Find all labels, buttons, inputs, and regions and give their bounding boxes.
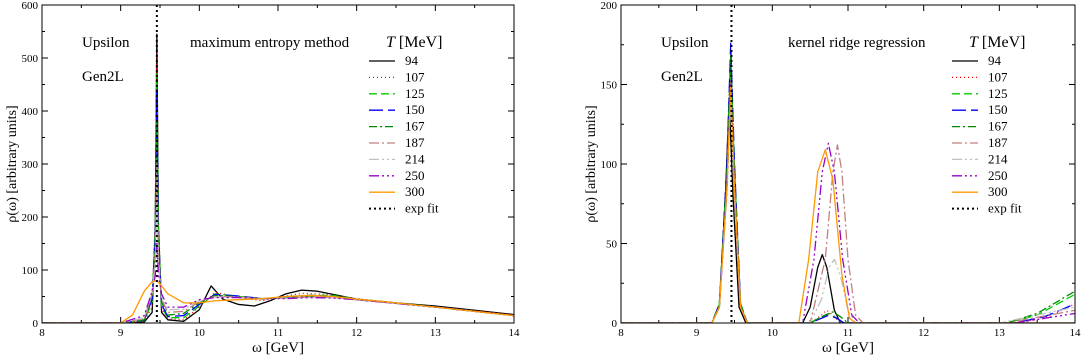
legend-label: exp fit <box>405 201 439 216</box>
y-tick-label: 600 <box>22 0 39 12</box>
series-line-T214 <box>42 205 514 323</box>
legend-label: 107 <box>988 69 1008 84</box>
legend-title-T: T <box>386 34 396 51</box>
legend-label: 94 <box>988 53 1002 68</box>
plot-frame <box>41 4 515 324</box>
y-tick-label: 300 <box>22 159 39 171</box>
legend-label: 250 <box>988 168 1008 183</box>
y-tick-label: 400 <box>22 106 39 118</box>
legend-title-unit: [MeV] <box>982 34 1026 51</box>
chart-panel-2: 8 9 10 11 12 13 14 0 50 100 150 200 ω [GeV] ρ(ω) [arb… <box>584 0 1081 356</box>
method-label: kernel ridge regression <box>788 35 926 51</box>
chart-panel-1: 8 9 10 11 12 13 14 0 100 200 300 400 500 600 ω [GeV] ρ(… <box>5 0 520 356</box>
series-line-T250 <box>621 83 1075 323</box>
x-axis-label: ω [GeV] <box>252 340 304 356</box>
x-tick-label: 12 <box>918 327 929 339</box>
y-tick-label: 500 <box>22 53 39 65</box>
legend-label: 125 <box>988 86 1008 101</box>
legend-title-T: T <box>969 34 979 51</box>
x-tick-label: 10 <box>767 327 779 339</box>
series-group <box>42 5 514 323</box>
series-line-T300 <box>42 279 514 323</box>
x-tick-label: 10 <box>194 327 206 339</box>
y-tick-label: 100 <box>22 265 39 277</box>
legend-label: 300 <box>988 184 1008 199</box>
x-tick-label: 9 <box>694 327 700 339</box>
annotation-upsilon: Upsilon <box>661 35 709 51</box>
legend-label: 150 <box>988 102 1008 117</box>
legend-label: 125 <box>405 86 425 101</box>
y-tick-label: 100 <box>601 159 618 171</box>
x-tick-label: 11 <box>273 327 284 339</box>
legend-label: exp fit <box>988 201 1022 216</box>
legend-label: 167 <box>988 119 1008 134</box>
x-tick-label: 12 <box>351 327 362 339</box>
x-tick-label: 13 <box>994 327 1006 339</box>
legend-label: 214 <box>988 151 1008 166</box>
legend-label: 214 <box>405 151 425 166</box>
x-tick-label: 14 <box>509 327 521 339</box>
series-line-T250 <box>42 242 514 323</box>
x-tick-label: 13 <box>430 327 442 339</box>
series-line-T300 <box>621 87 1075 323</box>
y-axis-label: ρ(ω) [arbitrary units] <box>5 105 20 222</box>
legend-title: T [MeV] <box>969 34 1025 51</box>
legend-label: 94 <box>405 53 419 68</box>
y-tick-label: 50 <box>606 239 618 251</box>
y-tick-label: 0 <box>612 318 618 330</box>
x-axis-label: ω [GeV] <box>822 340 874 356</box>
series-line-T107 <box>42 52 514 323</box>
x-tick-label: 9 <box>118 327 124 339</box>
legend-label: 187 <box>988 135 1008 150</box>
annotation-gen2l: Gen2L <box>661 69 703 85</box>
legend-label: 150 <box>405 102 425 117</box>
annotation-upsilon: Upsilon <box>82 35 130 51</box>
series-line-T150 <box>42 89 514 323</box>
y-tick-label: 0 <box>33 318 39 330</box>
x-tick-label: 8 <box>39 327 45 339</box>
y-tick-label: 150 <box>601 80 618 92</box>
y-tick-label: 200 <box>601 0 618 12</box>
y-tick-label: 200 <box>22 212 39 224</box>
annotation-gen2l: Gen2L <box>82 69 124 85</box>
series-group <box>621 5 1075 323</box>
y-axis-label: ρ(ω) [arbitrary units] <box>584 105 599 222</box>
x-tick-label: 14 <box>1070 327 1082 339</box>
legend-label: 250 <box>405 168 425 183</box>
x-tick-label: 11 <box>843 327 854 339</box>
method-label: maximum entropy method <box>190 35 350 51</box>
series-line-T125 <box>42 73 514 323</box>
legend-label: 300 <box>405 184 425 199</box>
legend-title: T [MeV] <box>386 34 442 51</box>
plot-frame <box>620 4 1076 324</box>
series-line-T167 <box>42 120 514 323</box>
x-tick-label: 8 <box>618 327 624 339</box>
legend-label: 107 <box>405 69 425 84</box>
legend-title-unit: [MeV] <box>399 34 443 51</box>
legend-label: 167 <box>405 119 425 134</box>
legend-label: 187 <box>405 135 425 150</box>
